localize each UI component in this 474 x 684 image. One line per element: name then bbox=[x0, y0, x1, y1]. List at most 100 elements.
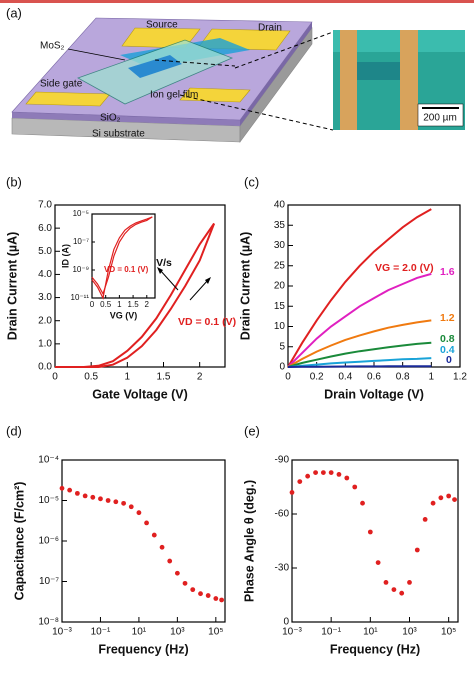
zoom-line bbox=[179, 94, 334, 131]
data-point bbox=[367, 529, 373, 535]
data-point bbox=[59, 485, 65, 491]
panel-label: (c) bbox=[244, 174, 259, 189]
x-tick-label: 0.8 bbox=[396, 372, 410, 383]
data-point bbox=[430, 500, 436, 506]
y-axis-label: Phase Angle θ (deg.) bbox=[242, 480, 256, 602]
data-point bbox=[320, 470, 326, 475]
x-tick-label: 10⁻¹ bbox=[321, 627, 341, 638]
inset-frame bbox=[91, 213, 156, 299]
data-point bbox=[438, 495, 444, 501]
schematic-label: SiO₂ bbox=[100, 113, 121, 124]
data-point bbox=[344, 475, 350, 481]
y-tick-label: 4.0 bbox=[38, 269, 52, 280]
x-axis-label: VG (V) bbox=[110, 310, 138, 320]
y-axis-label: Drain Current (µA) bbox=[5, 232, 19, 341]
x-tick-label: 1 bbox=[117, 300, 122, 309]
data-point bbox=[414, 547, 420, 553]
series-label: 0.4 bbox=[440, 344, 455, 356]
data-line bbox=[287, 319, 432, 368]
x-tick-label: 0.6 bbox=[367, 372, 381, 383]
x-tick-label: 10¹ bbox=[363, 627, 378, 638]
y-tick-label: 25 bbox=[274, 260, 286, 271]
x-tick-label: 10³ bbox=[170, 627, 185, 638]
data-line bbox=[91, 216, 153, 300]
x-tick-label: 0 bbox=[90, 300, 95, 309]
y-tick-label: 10⁻⁷ bbox=[73, 237, 89, 246]
data-point bbox=[98, 496, 103, 502]
x-tick-label: 1 bbox=[429, 372, 435, 383]
data-point bbox=[136, 510, 142, 516]
plot-frame bbox=[291, 459, 459, 623]
data-point bbox=[422, 517, 428, 522]
sweep-arrow bbox=[189, 279, 209, 301]
sweep-arrow bbox=[159, 269, 179, 291]
arrow-head bbox=[205, 277, 211, 284]
data-line bbox=[287, 357, 432, 368]
data-line bbox=[287, 208, 432, 368]
y-axis-label: Capacitance (F/cm²) bbox=[12, 482, 26, 601]
y-tick-label: -60 bbox=[275, 509, 290, 520]
data-point bbox=[446, 493, 452, 499]
data-point bbox=[144, 520, 149, 526]
x-tick-label: 10⁻¹ bbox=[91, 627, 111, 638]
data-line bbox=[55, 222, 215, 368]
data-point bbox=[328, 470, 334, 475]
data-point bbox=[174, 570, 180, 576]
data-point bbox=[198, 591, 203, 597]
data-point bbox=[391, 587, 397, 592]
plot-frame bbox=[61, 459, 226, 623]
panel-label: (b) bbox=[6, 174, 22, 189]
data-point bbox=[121, 500, 127, 506]
data-point bbox=[82, 493, 88, 499]
data-point bbox=[407, 580, 412, 585]
data-line bbox=[287, 365, 432, 368]
y-tick-label: 15 bbox=[274, 301, 286, 312]
x-tick-label: 0.5 bbox=[84, 372, 98, 383]
x-tick-label: 2 bbox=[197, 372, 203, 383]
zoom-line bbox=[234, 31, 334, 69]
x-axis-label: Drain Voltage (V) bbox=[324, 387, 424, 401]
x-tick-label: 0.4 bbox=[338, 372, 352, 383]
micrograph bbox=[333, 30, 465, 130]
y-tick-label: 10 bbox=[274, 321, 286, 332]
data-point bbox=[190, 587, 196, 593]
x-tick-label: 10³ bbox=[402, 627, 417, 638]
data-point bbox=[313, 470, 318, 475]
y-tick-label: 10⁻⁷ bbox=[39, 576, 59, 587]
x-tick-label: 10⁵ bbox=[441, 627, 456, 638]
schematic-label: MoS₂ bbox=[40, 41, 65, 52]
x-tick-label: 0 bbox=[285, 372, 291, 383]
y-tick-label: -90 bbox=[275, 455, 290, 466]
data-point bbox=[128, 504, 134, 510]
schematic-label: Drain bbox=[258, 23, 282, 34]
annotation: VD = 0.1 (V) bbox=[178, 316, 236, 328]
data-point bbox=[383, 580, 389, 585]
series-label: 0.8 bbox=[440, 333, 455, 345]
x-axis-label: Frequency (Hz) bbox=[98, 642, 188, 656]
data-point bbox=[219, 597, 225, 603]
x-tick-label: 10⁻³ bbox=[52, 627, 72, 638]
y-tick-label: 0 bbox=[283, 617, 289, 628]
y-tick-label: 5 bbox=[279, 341, 285, 352]
series-label: 1.2 bbox=[440, 312, 455, 324]
x-tick-label: 0.2 bbox=[310, 372, 324, 383]
schematic-label: Si substrate bbox=[92, 129, 145, 140]
y-tick-label: 2.0 bbox=[38, 315, 52, 326]
data-point bbox=[352, 484, 358, 490]
y-tick-label: 10⁻⁵ bbox=[38, 495, 59, 506]
x-tick-label: 1 bbox=[125, 372, 131, 383]
x-tick-label: 1.5 bbox=[157, 372, 171, 383]
device-schematic bbox=[11, 17, 313, 143]
x-tick-label: 10¹ bbox=[132, 627, 147, 638]
series-label: VG = 2.0 (V) bbox=[375, 262, 434, 274]
y-tick-label: 0.0 bbox=[38, 362, 52, 373]
data-point bbox=[360, 500, 365, 506]
data-point bbox=[205, 593, 211, 598]
y-tick-label: 10⁻⁸ bbox=[38, 617, 59, 628]
x-tick-label: 1.2 bbox=[453, 372, 467, 383]
y-tick-label: 0 bbox=[279, 362, 285, 373]
y-tick-label: -30 bbox=[275, 563, 290, 574]
schematic-label: Ion gel film bbox=[150, 90, 198, 101]
